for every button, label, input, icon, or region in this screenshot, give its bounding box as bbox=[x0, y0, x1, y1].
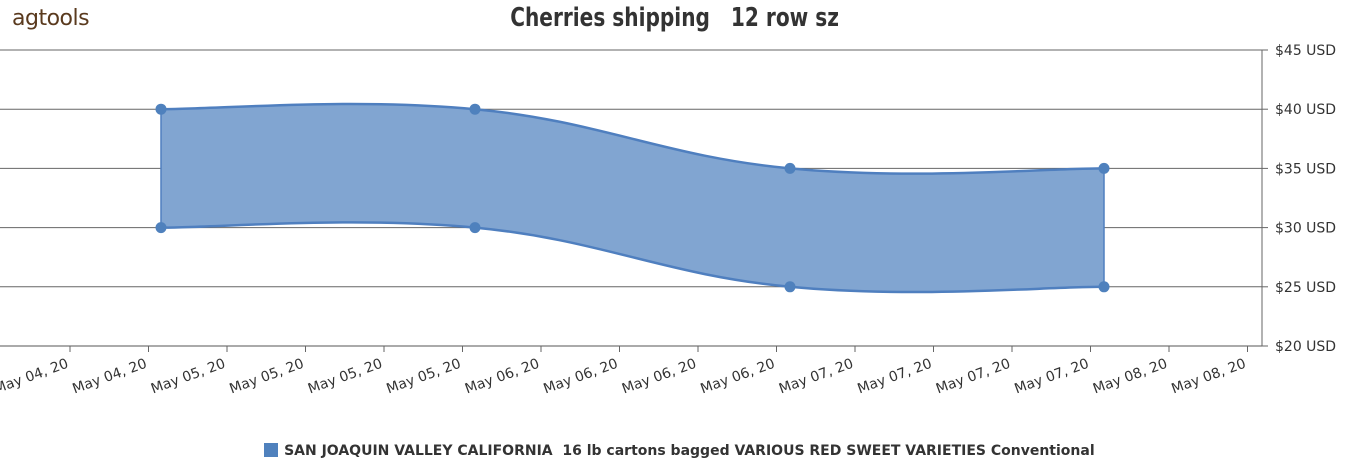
y-tick-label-30: $30 USD bbox=[1275, 221, 1336, 237]
x-tick-label-3: May 05, 20 bbox=[227, 356, 306, 398]
y-tick-label-40: $40 USD bbox=[1275, 102, 1336, 118]
high-line bbox=[160, 102, 1105, 175]
y-tick-label-25: $25 USD bbox=[1275, 280, 1336, 296]
x-tick-label-8: May 06, 20 bbox=[620, 356, 699, 398]
x-tick-label-0: May 04, 20 bbox=[0, 356, 71, 398]
x-tick-label-7: May 06, 20 bbox=[541, 356, 620, 398]
point-high-3 bbox=[1098, 162, 1110, 174]
x-tick-label-5: May 05, 20 bbox=[384, 356, 463, 398]
y-tick-label-35: $35 USD bbox=[1275, 161, 1336, 177]
point-low-3 bbox=[1098, 281, 1110, 293]
x-tick-label-1: May 04, 20 bbox=[70, 356, 149, 398]
range-area bbox=[160, 102, 1105, 294]
agtools-logo[interactable]: agtools bbox=[12, 6, 90, 31]
x-tick-label-11: May 07, 20 bbox=[855, 356, 934, 398]
x-tick-label-13: May 07, 20 bbox=[1012, 356, 1091, 398]
point-high-0 bbox=[155, 103, 167, 115]
data-points bbox=[155, 103, 1110, 293]
x-tick-label-4: May 05, 20 bbox=[306, 356, 385, 398]
point-low-0 bbox=[155, 222, 167, 234]
x-tick-label-14: May 08, 20 bbox=[1091, 356, 1170, 398]
chart-title: Cherries shipping 12 row sz bbox=[510, 3, 839, 33]
x-axis: May 04, 20 May 04, 20 May 05, 20 May 05, 20… bbox=[0, 346, 1248, 397]
range-fill bbox=[161, 103, 1104, 293]
x-tick-label-2: May 05, 20 bbox=[149, 356, 228, 398]
legend-swatch bbox=[264, 443, 279, 457]
x-tick-label-10: May 07, 20 bbox=[777, 356, 856, 398]
low-line bbox=[160, 221, 1105, 294]
point-low-2 bbox=[784, 281, 796, 293]
x-tick-label-12: May 07, 20 bbox=[934, 356, 1013, 398]
point-low-1 bbox=[469, 222, 481, 234]
legend-label: SAN JOAQUIN VALLEY CALIFORNIA 16 lb cart… bbox=[284, 443, 1095, 459]
x-tick-label-15: May 08, 20 bbox=[1169, 356, 1248, 398]
point-high-2 bbox=[784, 162, 796, 174]
x-tick-label-6: May 06, 20 bbox=[463, 356, 542, 398]
point-high-1 bbox=[469, 103, 481, 115]
x-tick-label-9: May 06, 20 bbox=[698, 356, 777, 398]
y-tick-label-20: $20 USD bbox=[1275, 339, 1336, 355]
legend[interactable]: SAN JOAQUIN VALLEY CALIFORNIA 16 lb cart… bbox=[0, 427, 1349, 459]
y-tick-label-45: $45 USD bbox=[1275, 43, 1336, 59]
y-axis: $20 USD $25 USD $30 USD $35 USD $40 USD $45 U… bbox=[1261, 43, 1336, 355]
